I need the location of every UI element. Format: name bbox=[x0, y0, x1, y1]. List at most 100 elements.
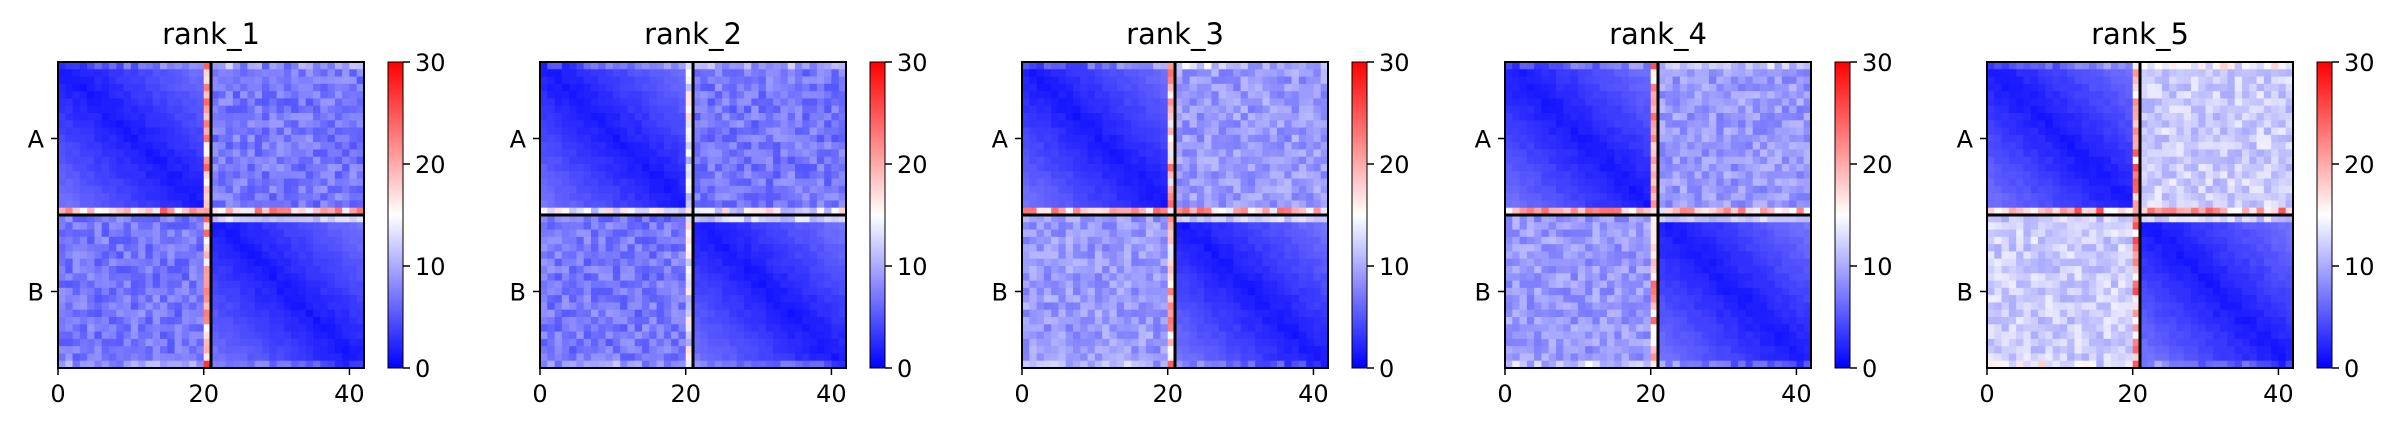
heatmap-cell bbox=[554, 113, 563, 121]
heatmap-cell bbox=[1247, 149, 1256, 158]
heatmap-cell bbox=[598, 244, 607, 253]
heatmap-cell bbox=[305, 98, 314, 107]
heatmap-cell bbox=[591, 142, 599, 151]
heatmap-cell bbox=[809, 200, 818, 209]
heatmap-cell bbox=[1306, 193, 1315, 202]
heatmap-cell bbox=[773, 280, 782, 289]
heatmap-cell bbox=[1262, 266, 1271, 274]
heatmap-cell bbox=[569, 215, 578, 223]
heatmap-cell bbox=[547, 266, 556, 274]
heatmap-cell bbox=[1153, 222, 1162, 231]
heatmap-cell bbox=[262, 324, 270, 333]
heatmap-cell bbox=[1320, 207, 1329, 216]
heatmap-cell bbox=[744, 346, 752, 355]
heatmap-cell bbox=[1051, 236, 1060, 245]
heatmap-cell bbox=[1043, 113, 1052, 121]
heatmap-cell bbox=[189, 62, 198, 70]
heatmap-cell bbox=[780, 346, 789, 355]
heatmap-cell bbox=[1065, 83, 1074, 92]
heatmap-cell bbox=[1124, 149, 1132, 158]
heatmap-cell bbox=[138, 120, 147, 129]
heatmap-cell bbox=[758, 105, 767, 114]
heatmap-cell bbox=[744, 69, 752, 78]
heatmap-cell bbox=[356, 295, 365, 304]
heatmap-cell bbox=[269, 193, 278, 202]
heatmap-cell bbox=[1131, 236, 1140, 245]
heatmap-cell bbox=[240, 317, 249, 325]
heatmap-cell bbox=[693, 91, 701, 100]
heatmap-cell bbox=[1196, 76, 1205, 85]
heatmap-cell bbox=[58, 62, 66, 70]
heatmap-cell bbox=[1102, 149, 1111, 158]
heatmap-cell bbox=[729, 98, 738, 107]
heatmap-cell bbox=[1145, 215, 1154, 223]
heatmap-cell bbox=[291, 244, 300, 253]
heatmap-cell bbox=[831, 280, 840, 289]
heatmap-cell bbox=[569, 236, 578, 245]
heatmap-cell bbox=[642, 142, 650, 151]
heatmap-cell bbox=[634, 83, 643, 92]
heatmap-cell bbox=[583, 200, 592, 209]
heatmap-cell bbox=[211, 360, 219, 369]
heatmap-cell bbox=[591, 178, 599, 187]
heatmap-cell bbox=[583, 280, 592, 289]
heatmap-cell bbox=[145, 229, 154, 238]
heatmap-cell bbox=[816, 142, 825, 151]
heatmap-cell bbox=[1051, 149, 1060, 158]
heatmap-cell bbox=[283, 331, 292, 340]
heatmap-cell bbox=[591, 236, 599, 245]
heatmap-cell bbox=[1051, 164, 1060, 172]
heatmap-cell bbox=[671, 222, 680, 231]
heatmap-cell bbox=[787, 156, 796, 165]
heatmap-cell bbox=[663, 338, 672, 347]
heatmap-cell bbox=[758, 273, 767, 282]
heatmap-cell bbox=[313, 207, 321, 216]
heatmap-cell bbox=[1306, 105, 1315, 114]
heatmap-cell bbox=[765, 69, 774, 78]
heatmap-cell bbox=[707, 302, 716, 311]
heatmap-cell bbox=[773, 113, 782, 121]
heatmap-cell bbox=[356, 207, 365, 216]
heatmap-cell bbox=[722, 266, 731, 274]
heatmap-cell bbox=[751, 244, 760, 253]
heatmap-cell bbox=[203, 317, 212, 325]
heatmap-cell bbox=[707, 215, 716, 223]
heatmap-cell bbox=[1102, 91, 1111, 100]
heatmap-cell bbox=[1029, 295, 1038, 304]
heatmap-cell bbox=[269, 207, 278, 216]
heatmap-cell bbox=[1087, 120, 1096, 129]
heatmap-cell bbox=[101, 98, 110, 107]
heatmap-cell bbox=[605, 142, 614, 151]
colorbar-tick-label: 30 bbox=[415, 49, 446, 77]
heatmap-cell bbox=[824, 229, 833, 238]
heatmap-cell bbox=[1291, 236, 1300, 245]
heatmap-cell bbox=[634, 229, 643, 238]
heatmap-cell bbox=[1226, 244, 1234, 253]
heatmap-cell bbox=[79, 266, 88, 274]
heatmap-cell bbox=[824, 98, 833, 107]
heatmap-cell bbox=[1029, 236, 1038, 245]
heatmap-cell bbox=[1211, 215, 1220, 223]
heatmap-cell bbox=[780, 83, 789, 92]
heatmap-cell bbox=[1065, 287, 1074, 296]
heatmap-cell bbox=[101, 171, 110, 180]
heatmap-cell bbox=[203, 91, 212, 100]
heatmap-cell bbox=[247, 91, 256, 100]
heatmap-cell bbox=[167, 280, 176, 289]
heatmap-cell bbox=[298, 266, 307, 274]
heatmap-cell bbox=[109, 302, 117, 311]
heatmap-cell bbox=[678, 83, 687, 92]
heatmap-cell bbox=[561, 120, 570, 129]
heatmap-cell bbox=[87, 171, 96, 180]
heatmap-cell bbox=[305, 360, 314, 369]
heatmap-cell bbox=[87, 215, 96, 223]
heatmap-cell bbox=[305, 76, 314, 85]
heatmap-cell bbox=[65, 287, 74, 296]
heatmap-cell bbox=[1094, 251, 1103, 260]
heatmap-cell bbox=[87, 295, 96, 304]
heatmap-cell bbox=[1160, 273, 1169, 282]
heatmap-cell bbox=[751, 360, 760, 369]
heatmap-cell bbox=[65, 309, 74, 318]
heatmap-cell bbox=[1196, 215, 1205, 223]
heatmap-cell bbox=[225, 193, 234, 202]
